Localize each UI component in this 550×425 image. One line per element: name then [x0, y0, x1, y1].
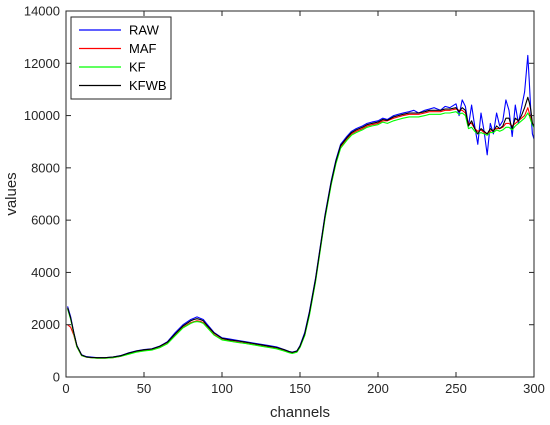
legend-label-kfwb: KFWB	[129, 78, 167, 93]
y-tick-label: 14000	[24, 4, 60, 19]
y-axis-label: values	[3, 172, 20, 215]
x-tick-label: 0	[62, 381, 69, 396]
x-tick-label: 50	[137, 381, 151, 396]
y-tick-label: 8000	[31, 160, 60, 175]
series-layer	[67, 54, 535, 359]
y-tick-label: 0	[53, 370, 60, 385]
legend-label-raw: RAW	[129, 23, 160, 38]
x-tick-label: 300	[523, 381, 545, 396]
legend-label-kf: KF	[129, 60, 146, 75]
y-tick-label: 10000	[24, 108, 60, 123]
legend-label-maf: MAF	[129, 41, 157, 56]
x-tick-label: 100	[211, 381, 233, 396]
y-tick-label: 2000	[31, 317, 60, 332]
x-axis-label: channels	[270, 404, 330, 421]
x-tick-label: 250	[445, 381, 467, 396]
series-line-kf	[67, 111, 535, 359]
x-tick-label: 200	[367, 381, 389, 396]
y-tick-label: 12000	[24, 56, 60, 71]
y-tick-label: 6000	[31, 213, 60, 228]
y-tick-label: 4000	[31, 265, 60, 280]
series-line-kfwb	[67, 96, 535, 359]
legend: RAW MAF KF KFWB	[70, 16, 172, 100]
x-tick-label: 150	[289, 381, 311, 396]
ticks-layer: 0 50 100 150 200 250 300 0 2000 4000 6000 8000 10000…	[24, 4, 545, 397]
